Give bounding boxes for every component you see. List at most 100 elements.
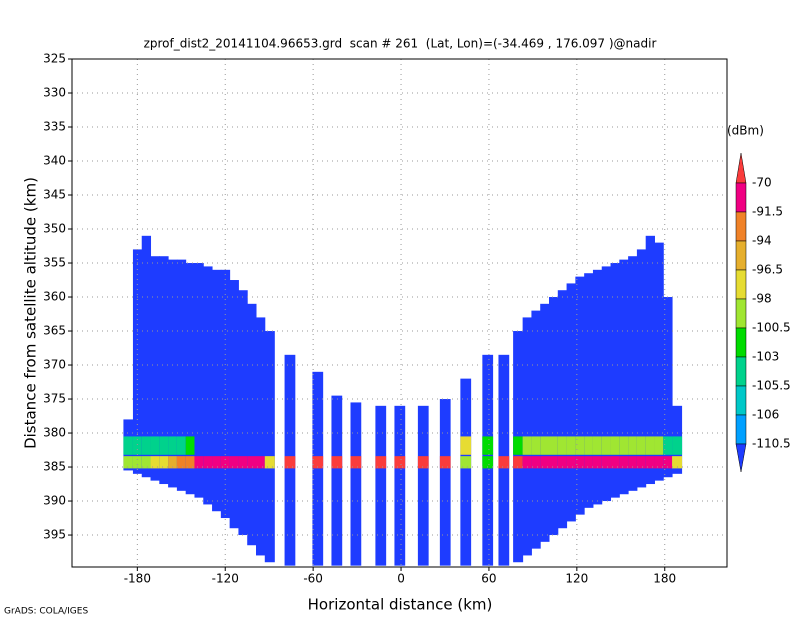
echo-upper (610, 436, 620, 455)
y-tick-label: 350 (43, 222, 66, 236)
surface-echo (256, 456, 266, 469)
echo-column (549, 297, 559, 536)
surface-echo (185, 456, 195, 469)
echo-upper (176, 436, 187, 455)
surface-echo (331, 456, 343, 469)
colorbar-segment (735, 298, 747, 329)
echo-upper (592, 436, 603, 455)
colorbar-segment (735, 269, 747, 300)
echo-upper (557, 436, 568, 455)
colorbar-segment (735, 211, 747, 242)
chart-title: zprof_dist2_20141104.96653.grd scan # 26… (144, 37, 657, 51)
echo-upper (150, 436, 160, 455)
echo-column (203, 266, 213, 505)
surface-echo (247, 456, 257, 469)
echo-column (566, 283, 576, 522)
echo-column (575, 276, 585, 515)
surface-echo (460, 456, 472, 469)
echo-column (212, 269, 222, 512)
surface-echo (645, 456, 655, 469)
colorbar-segment (735, 240, 747, 271)
surface-echo (141, 456, 152, 469)
echo-column (645, 235, 655, 485)
surface-echo (610, 456, 620, 469)
surface-echo (132, 456, 143, 469)
echo-column (150, 256, 160, 481)
colorbar-label: -105.5 (752, 379, 791, 393)
surface-echo (592, 456, 603, 469)
surface-echo (522, 456, 532, 469)
echo-column (663, 297, 673, 478)
surface-echo (168, 456, 178, 469)
echo-upper (619, 436, 629, 455)
y-tick-label: 355 (43, 256, 66, 270)
echo-column (540, 303, 550, 542)
echo-column (256, 317, 266, 556)
surface-echo (513, 456, 524, 469)
x-tick-label: 120 (565, 572, 588, 586)
echo-upper (663, 436, 673, 455)
x-tick-label: -60 (303, 572, 323, 586)
echo-column (247, 303, 257, 546)
echo-upper (628, 436, 638, 455)
surface-echo (663, 456, 673, 469)
echo-upper (123, 436, 134, 455)
surface-echo (417, 456, 429, 469)
plot-frame (71, 58, 728, 568)
echo-column (194, 263, 204, 498)
surface-echo (498, 456, 510, 469)
surface-echo (150, 456, 160, 469)
surface-echo (566, 456, 576, 469)
x-axis-label: Horizontal distance (km) (308, 596, 493, 614)
echo-upper (584, 436, 594, 455)
surface-echo (540, 456, 550, 469)
colorbar-label: -100.5 (752, 321, 791, 335)
echo-upper (654, 436, 664, 455)
y-tick-label: 360 (43, 290, 66, 304)
echo-column (141, 235, 152, 478)
echo-column (610, 263, 620, 498)
echo-column (394, 405, 406, 566)
field (123, 235, 683, 566)
surface-echo (284, 456, 296, 469)
surface-echo (350, 456, 362, 469)
echo-column (619, 259, 629, 495)
surface-echo (123, 456, 134, 469)
echo-column (584, 273, 594, 508)
surface-echo (264, 456, 275, 469)
surface-echo (531, 456, 541, 469)
echo-upper (636, 436, 647, 455)
y-tick-label: 365 (43, 324, 66, 338)
surface-echo (654, 456, 664, 469)
echo-upper (132, 436, 143, 455)
colorbar-cap (735, 443, 747, 473)
colorbar-label: -110.5 (752, 437, 791, 451)
y-tick-label: 340 (43, 154, 66, 168)
surface-echo (229, 456, 239, 469)
echo-column (636, 249, 647, 488)
echo-column (592, 269, 603, 505)
echo-column (238, 290, 248, 536)
y-tick-label: 325 (43, 52, 66, 66)
credit: GrADS: COLA/IGES (4, 607, 88, 617)
echo-upper (185, 436, 195, 455)
colorbar-segment (735, 414, 747, 445)
surface-echo (176, 456, 187, 469)
echo-upper (168, 436, 178, 455)
y-tick-label: 375 (43, 392, 66, 406)
y-tick-label: 370 (43, 358, 66, 372)
colorbar-label: -91.5 (752, 205, 783, 219)
surface-echo (557, 456, 568, 469)
echo-column (557, 290, 568, 529)
y-axis-label: Distance from satellite altitude (km) (22, 177, 40, 449)
colorbar-label: -98 (752, 292, 772, 306)
colorbar-label: -106 (752, 408, 779, 422)
echo-column (350, 402, 362, 566)
surface-echo (549, 456, 559, 469)
x-tick-label: 60 (481, 572, 496, 586)
surface-echo (584, 456, 594, 469)
echo-upper (566, 436, 576, 455)
x-tick-label: -120 (212, 572, 239, 586)
surface-echo (220, 456, 231, 469)
